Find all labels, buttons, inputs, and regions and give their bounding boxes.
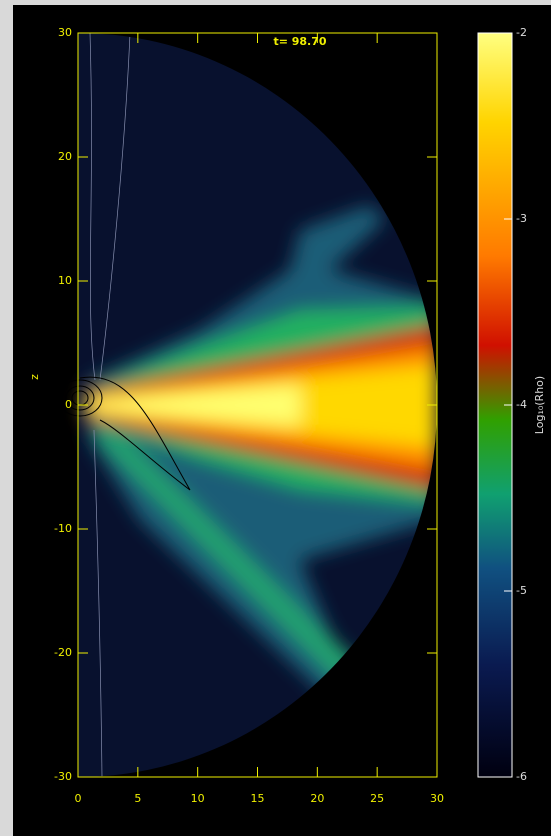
- colorbar-tick-label: -2: [516, 26, 527, 39]
- colorbar-tick-label: -4: [516, 398, 527, 411]
- colorbar-tick-label: -6: [516, 770, 527, 783]
- x-tick-label: 5: [134, 792, 141, 805]
- x-tick-label: 15: [251, 792, 265, 805]
- y-tick-label: 0: [65, 398, 72, 411]
- x-tick-label: 20: [310, 792, 324, 805]
- y-tick-label: -30: [54, 770, 72, 783]
- x-tick-label: 0: [75, 792, 82, 805]
- x-tick-label: 25: [370, 792, 384, 805]
- colorbar-tick-label: -3: [516, 212, 527, 225]
- y-tick-label: 10: [58, 274, 72, 287]
- colorbar-tick-label: -5: [516, 584, 527, 597]
- y-tick-label: -20: [54, 646, 72, 659]
- x-tick-label: 10: [191, 792, 205, 805]
- x-tick-label: 30: [430, 792, 444, 805]
- y-tick-label: 20: [58, 150, 72, 163]
- y-axis-label: z: [28, 374, 41, 380]
- chart-title: t= 98.70: [273, 35, 326, 48]
- y-tick-label: 30: [58, 26, 72, 39]
- colorbar-label: Log₁₀(Rho): [533, 376, 546, 434]
- y-tick-label: -10: [54, 522, 72, 535]
